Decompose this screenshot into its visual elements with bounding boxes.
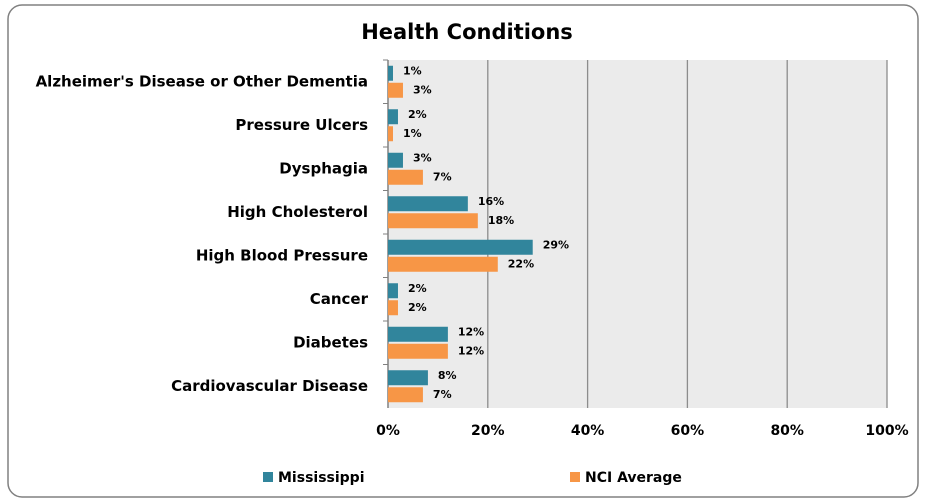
y-tick-label: Alzheimer's Disease or Other Dementia [36, 72, 368, 90]
y-tick-label: Cancer [310, 290, 369, 308]
y-tick-label: Dysphagia [279, 159, 368, 177]
value-label: 18% [488, 214, 514, 227]
bar [388, 283, 398, 299]
value-label: 2% [408, 282, 427, 295]
bar [388, 256, 498, 272]
value-label: 7% [433, 388, 452, 401]
bar [388, 82, 403, 98]
bar [388, 239, 533, 255]
y-tick-label: Cardiovascular Disease [171, 377, 368, 395]
y-tick-label: Diabetes [293, 333, 368, 351]
bar [388, 326, 448, 342]
bar [388, 65, 393, 81]
value-label: 1% [403, 127, 422, 140]
value-label: 8% [438, 369, 457, 382]
bar [388, 300, 398, 316]
bar [388, 343, 448, 359]
y-tick-label: High Cholesterol [227, 203, 368, 221]
x-tick-label: 100% [865, 423, 908, 439]
bar [388, 370, 428, 386]
chart-title: Health Conditions [361, 20, 573, 44]
value-label: 12% [458, 325, 484, 338]
value-label: 22% [508, 257, 534, 270]
value-label: 1% [403, 64, 422, 77]
x-tick-label: 80% [770, 423, 804, 439]
value-label: 2% [408, 301, 427, 314]
y-tick-label: Pressure Ulcers [235, 116, 368, 134]
bar [388, 109, 398, 125]
value-label: 3% [413, 151, 432, 164]
value-label: 3% [413, 83, 432, 96]
x-tick-label: 40% [571, 423, 605, 439]
value-label: 2% [408, 108, 427, 121]
bar [388, 387, 423, 403]
plot-area [388, 60, 887, 408]
value-label: 29% [543, 238, 569, 251]
x-tick-label: 20% [471, 423, 505, 439]
value-label: 16% [478, 195, 504, 208]
legend-swatch [263, 472, 273, 482]
bar [388, 169, 423, 185]
y-tick-label: High Blood Pressure [196, 246, 368, 264]
value-label: 12% [458, 344, 484, 357]
legend-label: Mississippi [278, 470, 365, 486]
legend-label: NCI Average [585, 470, 682, 486]
x-tick-label: 60% [671, 423, 705, 439]
value-label: 7% [433, 170, 452, 183]
legend-swatch [570, 472, 580, 482]
x-tick-label: 0% [376, 423, 400, 439]
bar [388, 126, 393, 142]
bar [388, 152, 403, 168]
bar [388, 213, 478, 229]
bar [388, 196, 468, 212]
